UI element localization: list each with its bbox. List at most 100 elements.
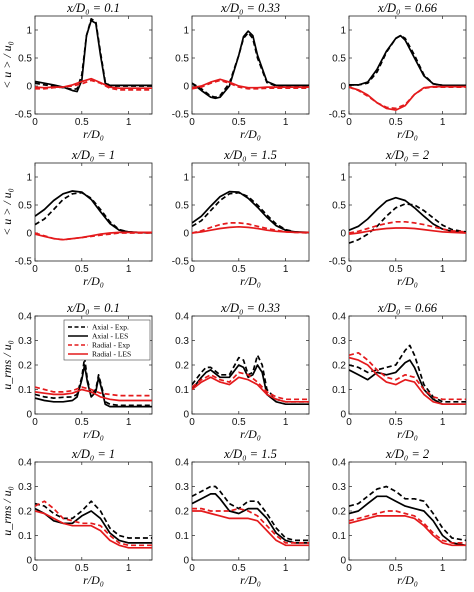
series-line bbox=[35, 191, 152, 234]
y-tick-label: 0 bbox=[26, 410, 32, 421]
y-tick-label: 1 bbox=[26, 26, 32, 37]
y-tick-label: 0.1 bbox=[332, 531, 346, 542]
series-line bbox=[349, 85, 466, 111]
panel-title: x/D₀ = 0.33 bbox=[220, 301, 280, 315]
series-line bbox=[35, 356, 152, 407]
y-tick-label: 0.2 bbox=[18, 507, 32, 518]
axes-frame bbox=[191, 15, 310, 115]
series-line bbox=[349, 495, 466, 547]
series-line bbox=[192, 191, 309, 234]
series-line bbox=[35, 77, 152, 90]
y-tick-label: 0.5 bbox=[18, 201, 32, 212]
series-line bbox=[35, 231, 152, 241]
y-axis-label: u_rms / u₀ bbox=[0, 340, 14, 390]
panel-title: x/D₀ = 1 bbox=[71, 148, 115, 162]
y-tick-label: 1 bbox=[183, 26, 189, 37]
series-line bbox=[349, 34, 466, 87]
x-tick-label: 0 bbox=[32, 117, 38, 128]
x-axis-label: r/D₀ bbox=[83, 427, 104, 441]
legend-label: Radial - Exp bbox=[92, 341, 130, 350]
x-tick-label: 0.5 bbox=[389, 563, 403, 574]
x-axis-label: r/D₀ bbox=[397, 274, 418, 288]
x-tick-label: 0 bbox=[189, 563, 195, 574]
y-tick-label: 0 bbox=[26, 556, 32, 567]
x-tick-label: 0.5 bbox=[389, 117, 403, 128]
x-tick-label: 0.5 bbox=[232, 417, 246, 428]
legend-label: Axial - LES bbox=[92, 332, 128, 341]
y-tick-label: 0.5 bbox=[18, 54, 32, 65]
x-tick-label: 1 bbox=[440, 264, 446, 275]
series-line bbox=[192, 30, 309, 100]
y-tick-label: 1 bbox=[26, 173, 32, 184]
x-tick-label: 0.5 bbox=[232, 563, 246, 574]
x-axis-label: r/D₀ bbox=[397, 573, 418, 587]
panel-title: x/D₀ = 0.1 bbox=[66, 301, 120, 315]
series-line bbox=[192, 485, 309, 542]
x-tick-label: 0.5 bbox=[389, 417, 403, 428]
y-tick-label: 0 bbox=[183, 556, 189, 567]
x-tick-label: 1 bbox=[283, 264, 289, 275]
y-tick-label: 0 bbox=[340, 410, 346, 421]
series-line bbox=[349, 510, 466, 544]
series-line bbox=[192, 79, 309, 90]
x-tick-label: 0 bbox=[346, 264, 352, 275]
y-tick-label: 0 bbox=[340, 229, 346, 240]
x-tick-label: 0 bbox=[346, 563, 352, 574]
panel-title: x/D₀ = 0.66 bbox=[377, 301, 438, 315]
y-tick-label: -0.5 bbox=[329, 257, 347, 268]
y-tick-label: 0.4 bbox=[332, 312, 346, 323]
x-axis-label: r/D₀ bbox=[240, 427, 261, 441]
panel-title: x/D₀ = 0.33 bbox=[220, 1, 280, 15]
x-axis-label: r/D₀ bbox=[397, 127, 418, 141]
y-axis-label: < u > / u₀ bbox=[0, 41, 14, 89]
series-line bbox=[35, 507, 152, 544]
y-tick-label: 0 bbox=[340, 556, 346, 567]
panel-title: x/D₀ = 2 bbox=[385, 148, 429, 162]
y-tick-label: 1 bbox=[340, 173, 346, 184]
axes-frame bbox=[348, 15, 467, 115]
chart-panel: 0 0.5 1 0 0.1 0.2 0.3 0.4 x/D₀ = 1.5 r/D₀ bbox=[175, 447, 310, 587]
y-tick-label: 0.4 bbox=[175, 312, 189, 323]
y-tick-label: -0.5 bbox=[15, 257, 33, 268]
legend-label: Radial - LES bbox=[92, 350, 131, 359]
panel-title: x/D₀ = 1 bbox=[71, 447, 115, 461]
x-tick-label: 0 bbox=[346, 117, 352, 128]
series-line bbox=[192, 510, 309, 547]
legend-label: Axial - Exp. bbox=[92, 323, 129, 332]
x-tick-label: 1 bbox=[126, 563, 132, 574]
panel-title: x/D₀ = 0.1 bbox=[66, 1, 120, 15]
x-tick-label: 1 bbox=[126, 417, 132, 428]
y-tick-label: 0.1 bbox=[332, 385, 346, 396]
x-axis-label: r/D₀ bbox=[240, 127, 261, 141]
x-tick-label: 1 bbox=[440, 117, 446, 128]
y-tick-label: 0 bbox=[183, 410, 189, 421]
x-tick-label: 0 bbox=[189, 117, 195, 128]
x-tick-label: 1 bbox=[126, 117, 132, 128]
y-tick-label: 0.2 bbox=[175, 507, 189, 518]
chart-panel: 0 0.5 1-0.500.51x/D₀ = 0.1r/D₀< u > / u₀ bbox=[0, 1, 153, 141]
series-line bbox=[192, 364, 309, 406]
x-tick-label: 1 bbox=[283, 417, 289, 428]
x-tick-label: 1 bbox=[440, 563, 446, 574]
x-tick-label: 0 bbox=[32, 563, 38, 574]
panel-title: x/D₀ = 2 bbox=[385, 447, 429, 461]
series-line bbox=[349, 515, 466, 547]
y-tick-label: 0.1 bbox=[175, 531, 189, 542]
series-line bbox=[349, 485, 466, 542]
axes-frame bbox=[348, 162, 467, 262]
x-axis-label: r/D₀ bbox=[240, 573, 261, 587]
y-tick-label: 0 bbox=[183, 82, 189, 93]
x-tick-label: 0.5 bbox=[232, 264, 246, 275]
axes-frame bbox=[34, 162, 153, 262]
y-tick-label: 0.5 bbox=[332, 201, 346, 212]
chart-panel: 0 0.5 1-0.500.51x/D₀ = 0.66r/D₀ bbox=[329, 1, 467, 141]
x-tick-label: 0 bbox=[346, 417, 352, 428]
series-line bbox=[35, 388, 152, 402]
y-tick-label: 0.5 bbox=[175, 201, 189, 212]
y-tick-label: 0.4 bbox=[175, 458, 189, 469]
series-line bbox=[192, 507, 309, 544]
panel-title: x/D₀ = 0.66 bbox=[377, 1, 438, 15]
series-line bbox=[192, 190, 309, 234]
